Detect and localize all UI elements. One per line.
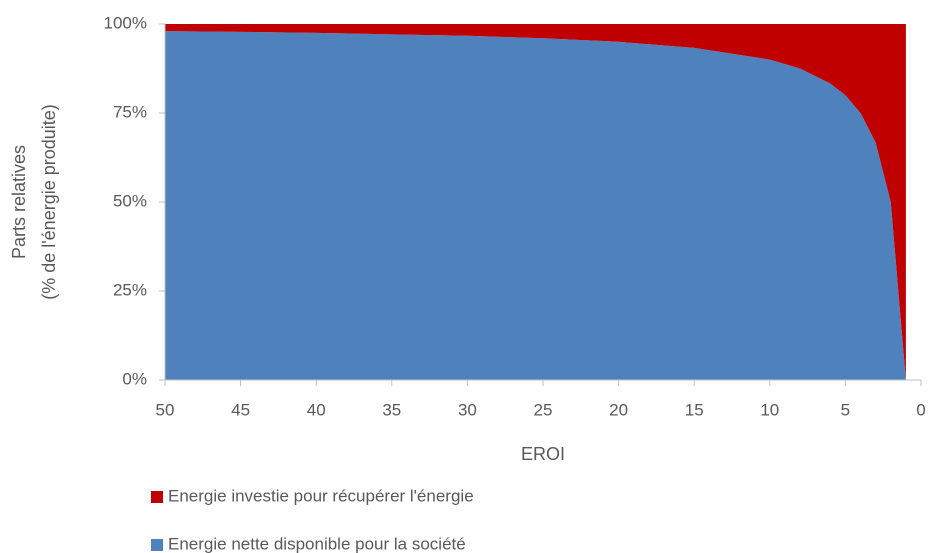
y-tick-label: 100% <box>104 13 147 32</box>
y-tick-label: 0% <box>122 369 147 388</box>
x-tick-label: 5 <box>841 400 850 419</box>
y-tick-label: 75% <box>113 102 147 121</box>
x-tick-label: 0 <box>916 400 925 419</box>
x-tick-label: 15 <box>685 400 704 419</box>
legend-label: Energie investie pour récupérer l'énergi… <box>168 486 474 505</box>
area <box>165 31 906 381</box>
x-tick-label: 25 <box>534 400 553 419</box>
y-tick-label: 25% <box>113 280 147 299</box>
x-tick-label: 35 <box>382 400 401 419</box>
legend-swatch <box>151 539 163 551</box>
legend-swatch <box>151 491 163 503</box>
y-axis-title: (% de l'énergie produite) <box>39 104 59 300</box>
x-tick-label: 40 <box>307 400 326 419</box>
x-axis-title: EROI <box>521 444 565 464</box>
y-axis-title: Parts relatives <box>9 145 29 259</box>
area <box>165 24 906 380</box>
x-tick-label: 20 <box>609 400 628 419</box>
x-tick-label: 10 <box>760 400 779 419</box>
x-tick-label: 45 <box>231 400 250 419</box>
y-tick-label: 50% <box>113 191 147 210</box>
legend-label: Energie nette disponible pour la société <box>168 534 466 553</box>
x-tick-label: 30 <box>458 400 477 419</box>
x-tick-label: 50 <box>156 400 175 419</box>
